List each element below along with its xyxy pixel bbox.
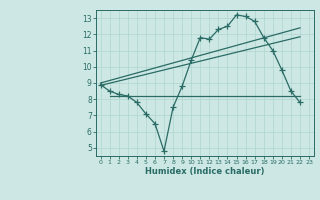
X-axis label: Humidex (Indice chaleur): Humidex (Indice chaleur): [145, 167, 265, 176]
